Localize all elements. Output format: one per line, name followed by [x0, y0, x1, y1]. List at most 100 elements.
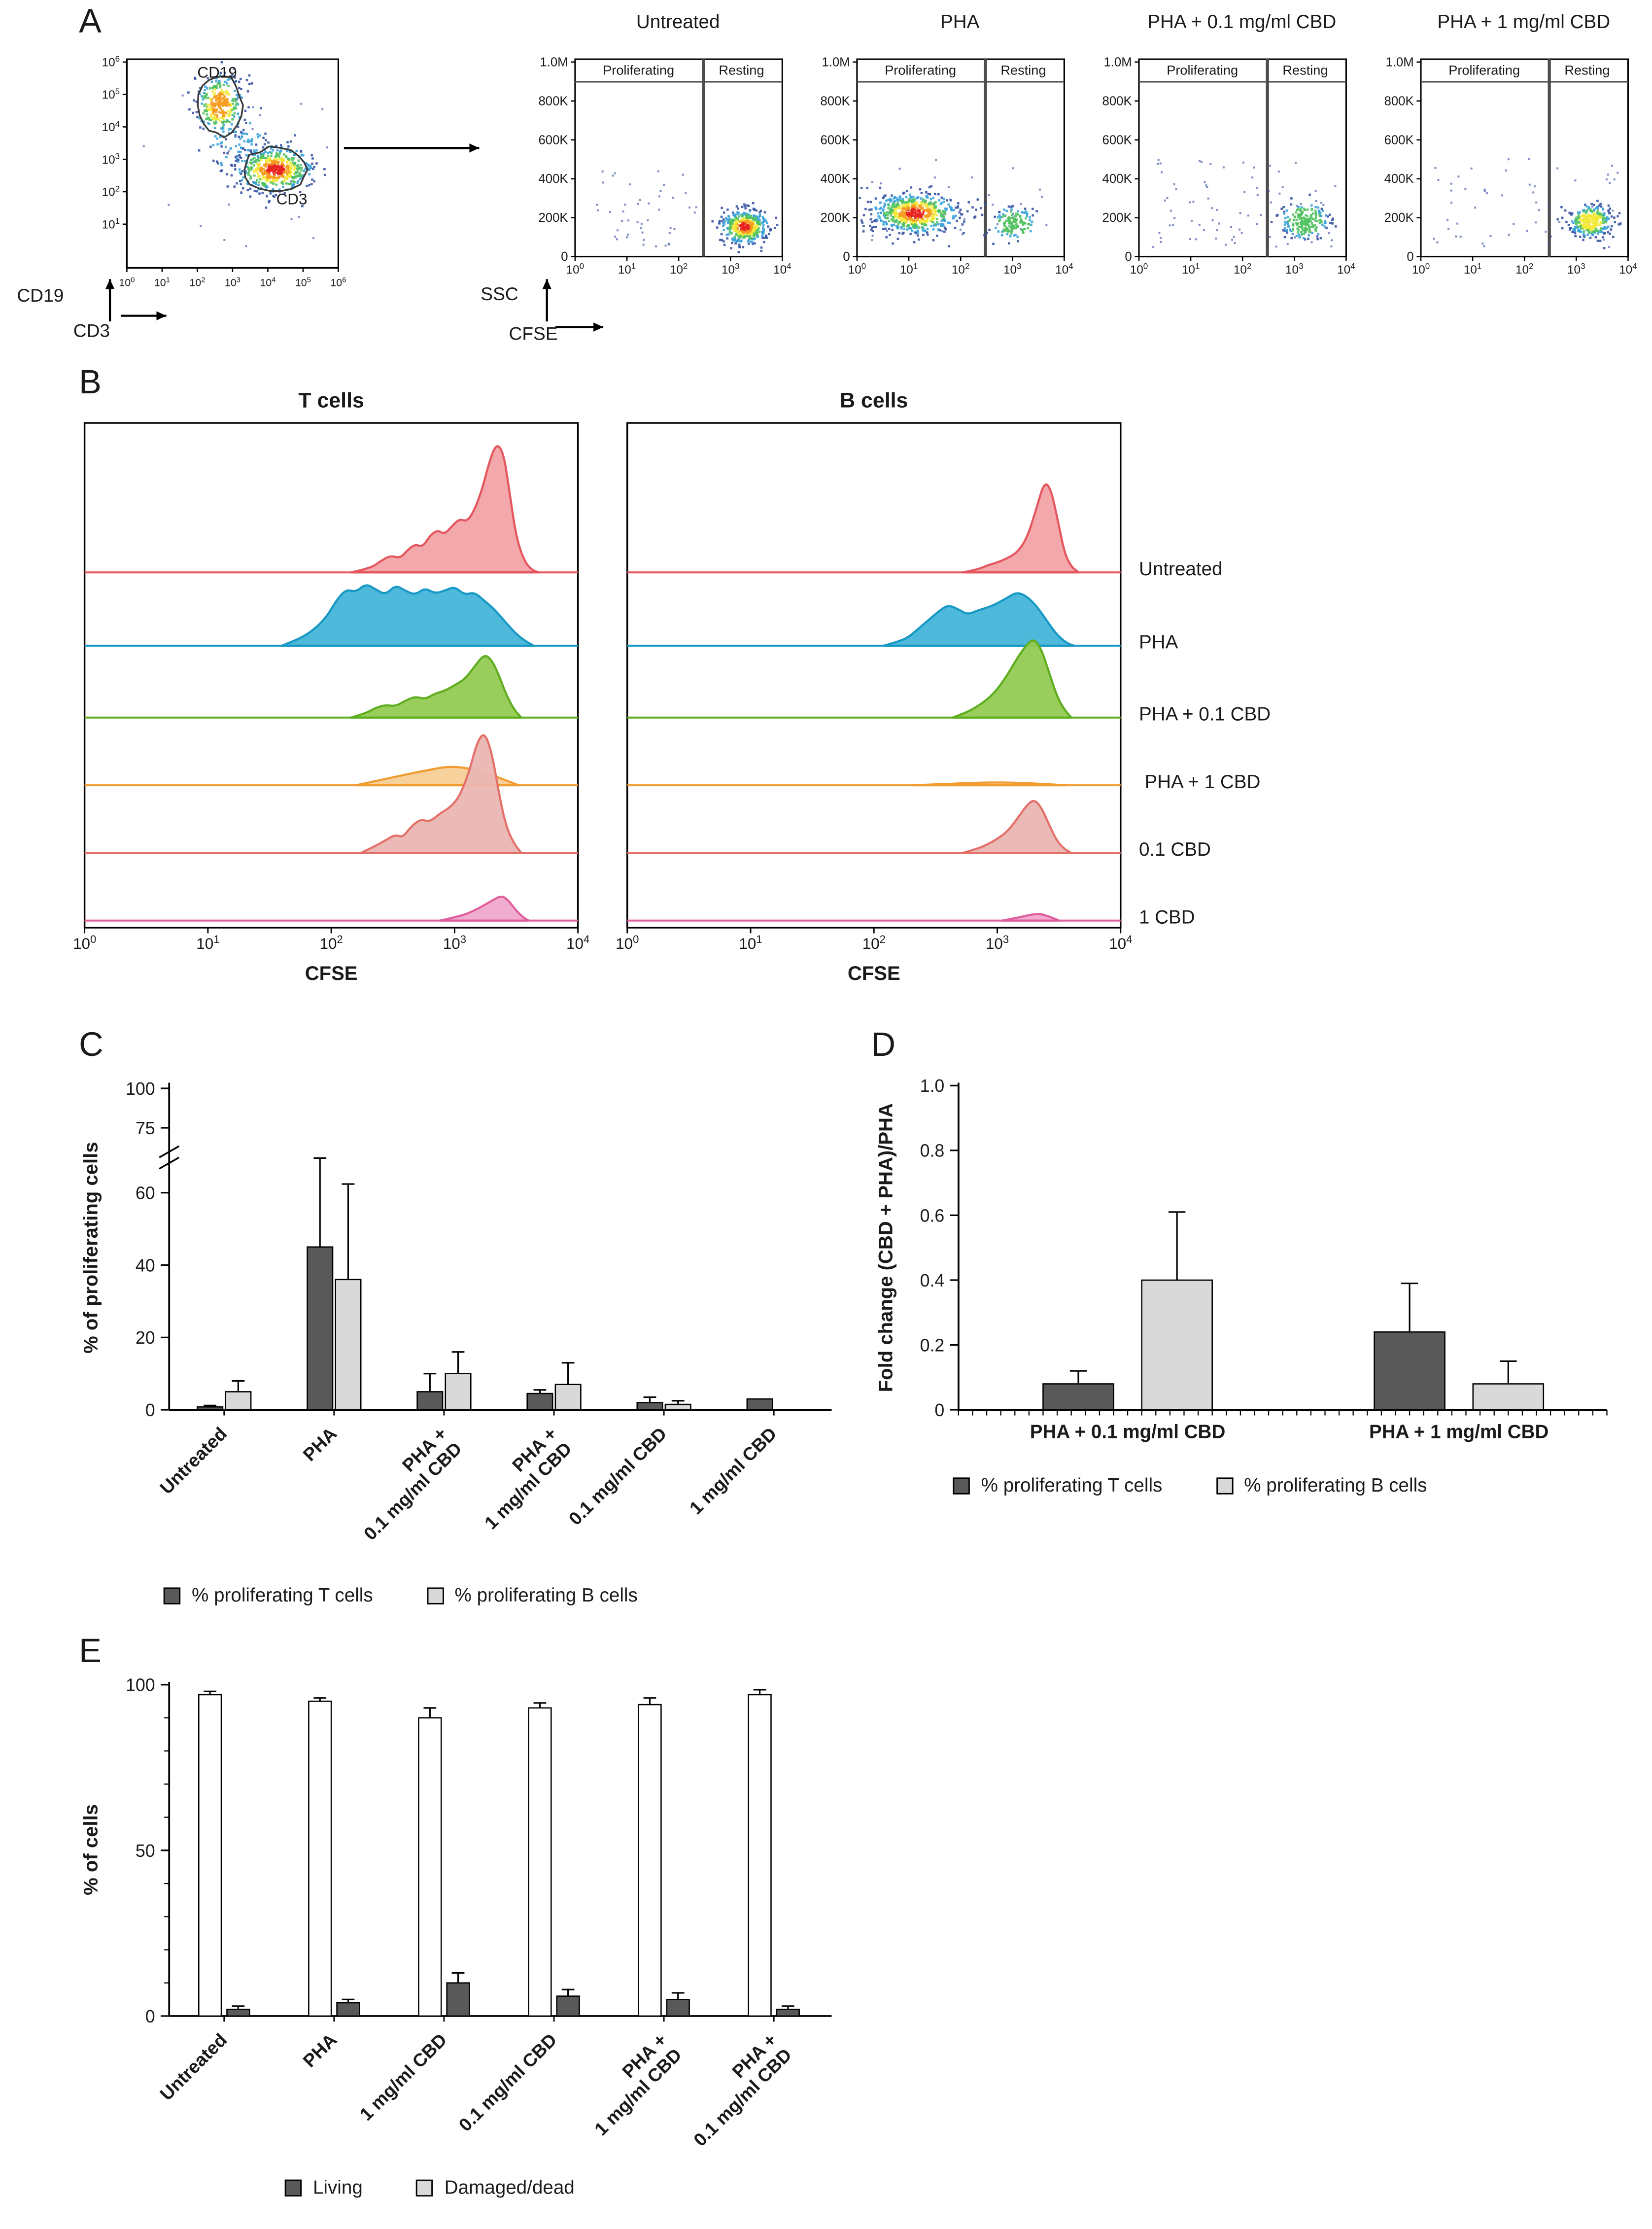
tick-label: 0 [934, 1400, 944, 1420]
tick-label: 400K [539, 172, 568, 186]
gating-x-axis-label: CD3 [73, 320, 110, 342]
panel-a-graphics: 106 105 104 103 102 101 100 101 102 103 104 105 106 1… [102, 54, 1637, 332]
tick-label: 104 [1619, 262, 1637, 277]
tick-label: 103 [1567, 262, 1585, 277]
row-label-pha: PHA [1138, 631, 1178, 653]
legend-item-damaged-dead: Damaged/dead [416, 2177, 575, 2198]
legend-item-living: Living [284, 2176, 363, 2198]
legend-item-b-cells: % proliferating B cells [426, 1585, 638, 1606]
panel-e-graphics: 0 50 100 [126, 1675, 832, 2026]
legend-item-t-cells: % proliferating T cells [163, 1584, 373, 1606]
tick-label: 0.8 [920, 1141, 945, 1161]
tick-label: 102 [189, 276, 205, 288]
row-label-1-cbd: 1 CBD [1138, 906, 1195, 928]
tick-label: 101 [154, 276, 170, 288]
tick-label: 800K [1384, 94, 1414, 108]
tick-label: 0.2 [920, 1335, 945, 1355]
tick-label: 103 [225, 276, 241, 288]
tick-label: 104 [1055, 262, 1073, 277]
tick-label: 0 [145, 1400, 155, 1420]
panel-d-graphics: 0 0.2 0.4 0.6 0.8 1.0 [920, 1076, 1608, 1420]
tick-label: 104 [1337, 262, 1355, 277]
tick-label: 600K [539, 133, 568, 147]
tick-label: 103 [722, 262, 739, 277]
tick-label: 200K [1102, 211, 1132, 225]
tick-label: 103 [1285, 262, 1304, 277]
panel-c-y-axis-label: % of proliferating cells [79, 1142, 102, 1354]
tick-label: 75 [136, 1118, 155, 1138]
tick-label: 105 [295, 276, 311, 288]
tick-label: 104 [102, 119, 120, 134]
panel-d-letter: D [871, 1026, 896, 1065]
legend-panel-c: % proliferating T cells % proliferating … [163, 1584, 691, 1606]
tick-label: 600K [1384, 133, 1414, 147]
tick-label: 100 [616, 933, 639, 952]
legend-label: % proliferating T cells [981, 1474, 1163, 1496]
cfse-axis-label-b-cells: CFSE [847, 961, 900, 984]
tick-label: 400K [821, 172, 850, 186]
tick-label: 1.0 [920, 1076, 945, 1096]
tick-label: 200K [821, 211, 850, 225]
tick-label: 101 [1182, 262, 1200, 277]
gate-label-resting: Resting [1282, 63, 1328, 78]
row-label-pha-01-cbd: PHA + 0.1 CBD [1138, 703, 1271, 725]
t-cells-title: T cells [298, 389, 364, 414]
tick-label: 106 [330, 276, 346, 288]
tick-label: 0 [1407, 250, 1413, 264]
gate-label-proliferating: Proliferating [603, 63, 674, 78]
gate-label-proliferating: Proliferating [885, 63, 956, 78]
tick-label: 100 [73, 933, 96, 952]
tick-label: 101 [196, 933, 219, 952]
tick-label: 40 [136, 1255, 155, 1275]
t-cells-swatch [163, 1587, 181, 1604]
tick-label: 106 [102, 54, 120, 69]
panel-b-graphics: 100 101 102 103 104 100 101 102 103 104 [73, 422, 1132, 952]
row-label-01-cbd: 0.1 CBD [1138, 838, 1211, 860]
b-cells-title: B cells [840, 389, 908, 414]
damaged-dead-swatch [416, 2179, 433, 2196]
tick-label: 20 [136, 1328, 155, 1348]
tick-label: 101 [739, 933, 762, 952]
tick-label: 60 [136, 1184, 155, 1203]
cd3-population-label: CD3 [276, 191, 308, 209]
legend-panel-e: Living Damaged/dead [284, 2176, 628, 2198]
gating-y-axis-label: CD19 [17, 284, 64, 306]
tick-label: 50 [136, 1841, 155, 1861]
cfse-plot-title-pha-1-cbd: PHA + 1 mg/ml CBD [1437, 11, 1611, 33]
legend-label: Living [312, 2176, 363, 2198]
tick-label: 102 [319, 933, 343, 952]
gate-label-proliferating: Proliferating [1448, 63, 1520, 78]
tick-label: 102 [102, 184, 120, 199]
tick-label: 100 [1130, 262, 1148, 277]
tick-label: 104 [773, 262, 792, 277]
legend-label: % proliferating T cells [191, 1584, 373, 1606]
tick-label: 0.4 [920, 1271, 945, 1290]
tick-label: 100 [126, 1079, 155, 1099]
gate-label-proliferating: Proliferating [1167, 63, 1238, 78]
tick-label: 102 [1234, 262, 1252, 277]
tick-label: 800K [539, 94, 568, 108]
tick-label: 101 [900, 262, 918, 277]
tick-label: 1.0M [1385, 55, 1413, 69]
tick-label: 103 [443, 933, 466, 952]
tick-label: 600K [821, 133, 850, 147]
tick-label: 104 [260, 276, 275, 288]
row-label-pha-1-cbd: PHA + 1 CBD [1144, 771, 1261, 793]
tick-label: 800K [1102, 94, 1132, 108]
tick-label: 400K [1102, 172, 1132, 186]
tick-label: 103 [986, 933, 1009, 952]
panel-e-y-axis-label: % of cells [79, 1804, 102, 1895]
tick-label: 102 [862, 933, 886, 952]
cfse-axis-label-t-cells: CFSE [305, 961, 358, 984]
panel-a-letter: A [79, 2, 102, 41]
cfse-plot-title-untreated: Untreated [636, 11, 720, 33]
tick-label: 101 [1464, 262, 1482, 277]
legend-label: Damaged/dead [444, 2176, 575, 2198]
b-cells-swatch [426, 1587, 444, 1604]
tick-label: 100 [848, 262, 866, 277]
tick-label: 800K [821, 94, 850, 108]
b-cells-swatch [1216, 1476, 1233, 1494]
tick-label: 0 [145, 2007, 155, 2026]
tick-label: 104 [1109, 933, 1132, 952]
tick-label: 0 [561, 250, 568, 264]
